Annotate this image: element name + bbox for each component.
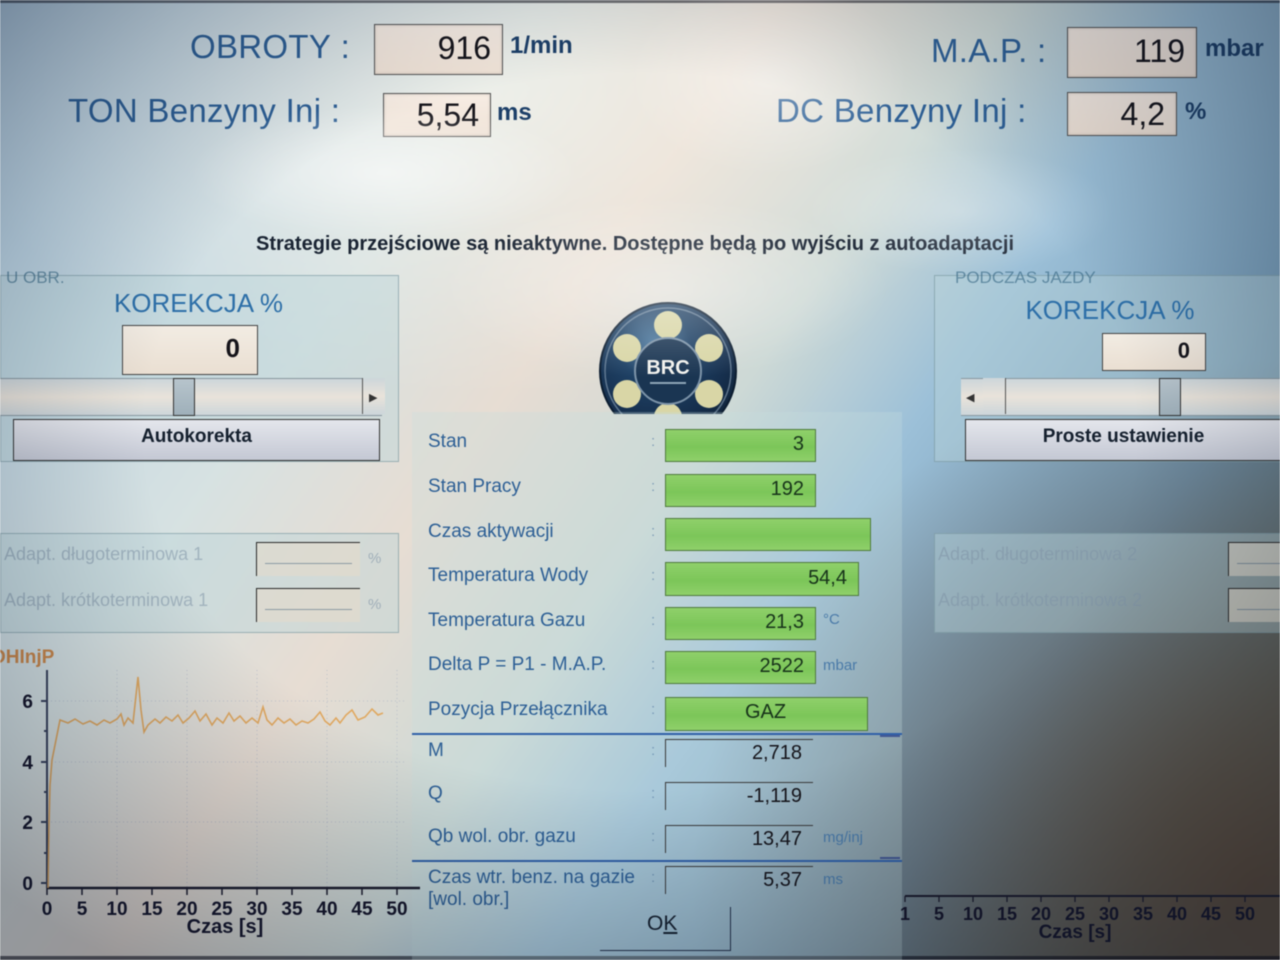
- svg-text:35: 35: [1133, 904, 1153, 924]
- svg-text:45: 45: [351, 899, 373, 920]
- svg-text:15: 15: [141, 899, 163, 920]
- svg-text:Czas [s]: Czas [s]: [187, 916, 264, 938]
- svg-text:50: 50: [386, 899, 407, 920]
- svg-text:6: 6: [22, 692, 33, 713]
- svg-text:30: 30: [1099, 904, 1119, 924]
- svg-text:25: 25: [1065, 904, 1085, 924]
- svg-text:1: 1: [900, 904, 910, 924]
- svg-text:15: 15: [997, 904, 1017, 924]
- svg-text:BRC: BRC: [646, 357, 689, 379]
- svg-text:20: 20: [1031, 904, 1051, 924]
- svg-text:45: 45: [1201, 904, 1221, 924]
- svg-text:5: 5: [77, 899, 88, 920]
- svg-text:50: 50: [1235, 904, 1255, 924]
- svg-text:Czas [s]: Czas [s]: [1039, 922, 1112, 943]
- svg-text:2: 2: [22, 813, 33, 834]
- svg-text:35: 35: [281, 899, 303, 920]
- svg-text:0: 0: [42, 899, 53, 920]
- svg-text:4: 4: [22, 753, 33, 774]
- svg-text:40: 40: [316, 899, 337, 920]
- svg-text:10: 10: [963, 904, 983, 924]
- svg-text:40: 40: [1167, 904, 1187, 924]
- svg-text:5: 5: [934, 904, 944, 924]
- svg-text:0: 0: [22, 874, 33, 895]
- svg-text:10: 10: [106, 899, 127, 920]
